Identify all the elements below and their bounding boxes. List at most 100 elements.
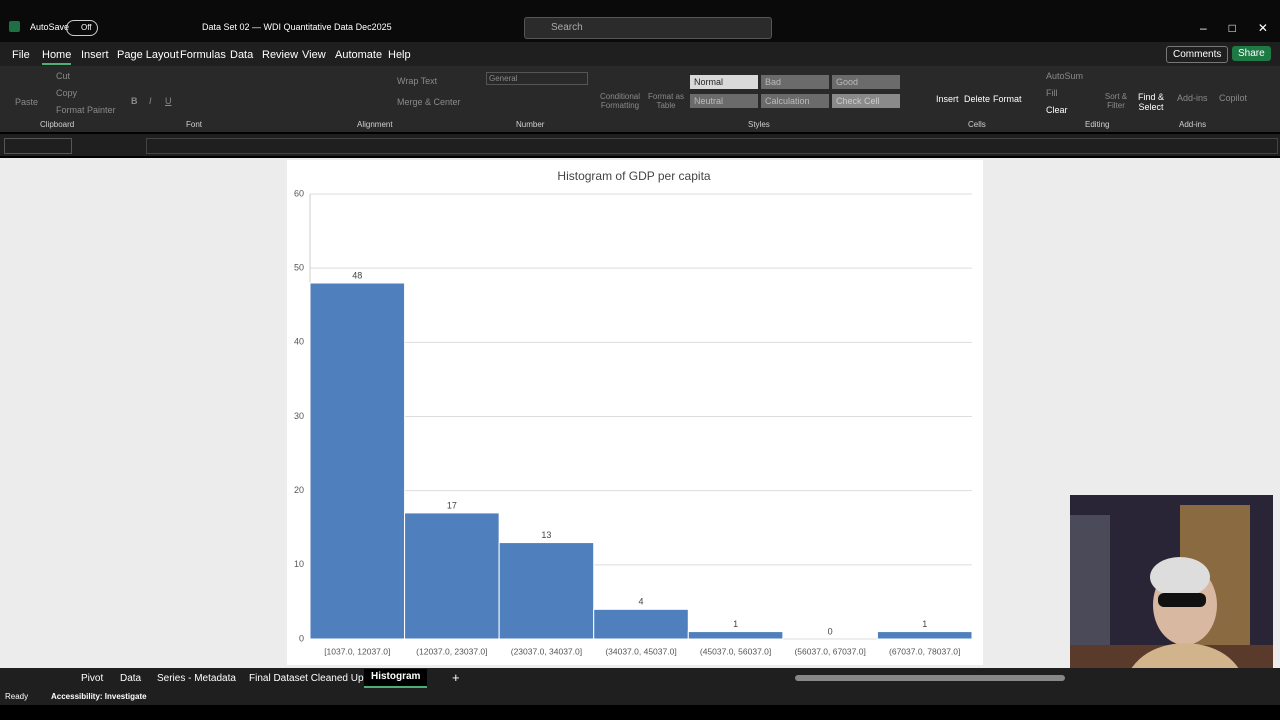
ribbon-button[interactable]: B	[131, 96, 138, 106]
ribbon-button[interactable]: Copilot	[1219, 93, 1248, 103]
menu-tab[interactable]: Automate	[335, 49, 383, 61]
sheet-tab[interactable]: Final Dataset Cleaned Up	[249, 673, 364, 684]
y-tick-label: 30	[294, 411, 304, 421]
scrollbar[interactable]	[795, 675, 1065, 681]
ribbon-button[interactable]: Merge & Center	[397, 97, 461, 107]
menu-tab[interactable]: File	[12, 49, 30, 61]
y-tick-label: 50	[294, 263, 304, 273]
ribbon-button[interactable]: Wrap Text	[397, 76, 438, 86]
sheet-tab-active[interactable]: Histogram	[364, 669, 428, 688]
y-tick-label: 60	[294, 188, 304, 198]
cell-style[interactable]: Bad	[761, 75, 829, 89]
ribbon-button[interactable]: Format Painter	[56, 105, 116, 115]
ribbon-button[interactable]: Format as Table	[647, 92, 684, 110]
accessibility-status[interactable]: Accessibility: Investigate	[51, 692, 147, 701]
autosave-label: AutoSave	[30, 22, 70, 32]
add-sheet[interactable]: +	[452, 670, 460, 685]
ribbon-button[interactable]: Sort & Filter	[1104, 92, 1128, 110]
ribbon-group-label: Font	[186, 120, 203, 129]
x-tick-label: (67037.0, 78037.0]	[889, 646, 960, 656]
menu-bar	[0, 42, 1280, 66]
menu-tab[interactable]: Insert	[81, 49, 109, 61]
sheet-tab-bar	[0, 668, 1280, 689]
ribbon-group-label: Alignment	[357, 120, 393, 129]
webcam-overlay	[1070, 495, 1273, 697]
x-tick-label: [1037.0, 12037.0]	[324, 646, 390, 656]
menu-tab[interactable]: Review	[262, 49, 299, 61]
menu-tab[interactable]: Formulas	[180, 49, 226, 61]
ribbon-button[interactable]: Clear	[1046, 105, 1068, 115]
y-tick-label: 40	[294, 337, 304, 347]
data-label: 4	[638, 597, 643, 607]
data-label: 17	[447, 500, 457, 510]
status-ready: Ready	[5, 692, 29, 701]
comments-button[interactable]: Comments	[1166, 46, 1229, 63]
chart[interactable]: Histogram of GDP per capita 010203040506…	[287, 160, 983, 665]
bar	[687, 631, 784, 640]
window-controls[interactable]: –□✕	[1200, 21, 1268, 35]
menu-tab[interactable]: Page Layout	[117, 49, 179, 61]
x-tick-label: (23037.0, 34037.0]	[511, 646, 582, 656]
formula-input[interactable]	[146, 138, 1278, 154]
bar	[876, 631, 973, 640]
ribbon	[0, 66, 1280, 132]
data-label: 1	[922, 619, 927, 629]
ribbon-button[interactable]: I	[149, 96, 152, 106]
menu-tab[interactable]: Help	[388, 49, 411, 61]
sheet-tab[interactable]: Series - Metadata	[157, 673, 236, 684]
formula-bar	[0, 134, 1280, 156]
chart-title: Histogram of GDP per capita	[557, 169, 711, 183]
cell-style[interactable]: Neutral	[690, 94, 758, 108]
ribbon-button[interactable]: AutoSum	[1046, 71, 1084, 81]
data-label: 13	[541, 530, 551, 540]
ribbon-button[interactable]: Paste	[15, 97, 39, 107]
autosave-state: Off	[81, 23, 92, 32]
ribbon-button[interactable]: Insert	[936, 94, 959, 104]
data-label: 0	[828, 626, 833, 636]
bar	[593, 608, 689, 640]
y-tick-label: 20	[294, 485, 304, 495]
data-label: 1	[733, 619, 738, 629]
document-title[interactable]: Data Set 02 — WDI Quantitative Data Dec2…	[202, 22, 392, 32]
ribbon-button[interactable]: Copy	[56, 88, 78, 98]
bar	[309, 282, 406, 640]
data-label: 48	[352, 270, 362, 280]
cell-style[interactable]: Normal	[690, 75, 758, 89]
ribbon-button[interactable]: Add-ins	[1177, 93, 1208, 103]
ribbon-button[interactable]: U	[165, 96, 172, 106]
x-tick-label: (56037.0, 67037.0]	[794, 646, 865, 656]
x-tick-label: (34037.0, 45037.0]	[605, 646, 676, 656]
bar	[404, 512, 500, 640]
menu-tab[interactable]: Data	[230, 49, 254, 61]
cell-style[interactable]: Calculation	[761, 94, 829, 108]
ribbon-group-label: Styles	[748, 120, 770, 129]
ribbon-button[interactable]: Format	[993, 94, 1022, 104]
number-format[interactable]: General	[486, 72, 588, 85]
ribbon-button[interactable]: Cut	[56, 71, 71, 81]
ribbon-button[interactable]: Delete	[964, 94, 991, 104]
name-box[interactable]	[4, 138, 72, 154]
ribbon-button[interactable]: Conditional Formatting	[599, 92, 641, 110]
sheet-tab[interactable]: Pivot	[81, 673, 104, 684]
search-placeholder: Search	[551, 22, 583, 33]
status-bar	[0, 689, 1280, 705]
y-tick-label: 0	[299, 633, 304, 643]
ribbon-button[interactable]: Find & Select	[1137, 92, 1164, 112]
excel-icon	[9, 21, 20, 32]
cell-style[interactable]: Check Cell	[832, 94, 900, 108]
ribbon-group-label: Editing	[1085, 120, 1110, 129]
menu-tab[interactable]: Home	[42, 49, 72, 65]
cell-style[interactable]: Good	[832, 75, 900, 89]
share-button[interactable]: Share	[1232, 46, 1271, 61]
ribbon-group-label: Cells	[968, 120, 986, 129]
x-tick-label: (45037.0, 56037.0]	[700, 646, 771, 656]
ribbon-group-label: Clipboard	[40, 120, 75, 129]
ribbon-button[interactable]: Fill	[1046, 88, 1058, 98]
sheet-tab[interactable]: Data	[120, 673, 142, 684]
x-tick-label: (12037.0, 23037.0]	[416, 646, 487, 656]
menu-tab[interactable]: View	[302, 49, 326, 61]
autosave-toggle[interactable]	[66, 20, 98, 36]
search-box[interactable]	[524, 17, 772, 39]
ribbon-group-label: Number	[516, 120, 545, 129]
